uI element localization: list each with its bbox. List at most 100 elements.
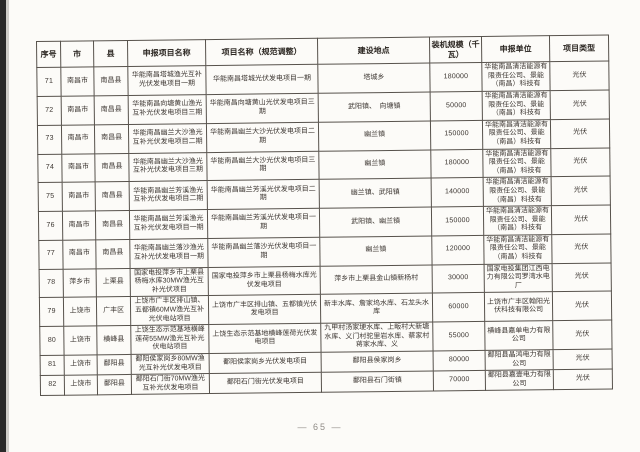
cell-unit: 鄱阳县嘉壹电力有限公司	[485, 369, 554, 391]
cell-declared: 华能南昌幽兰芳溪渔光互补光伏发电项目二期	[129, 180, 208, 211]
cell-adjusted: 华能南昌向塘黄山光伏发电项目三期	[206, 93, 319, 124]
column-header: 申报单位	[481, 35, 550, 63]
cell-city: 南昌市	[62, 182, 96, 212]
cell-location: 新丰水库、詹家坞水库、石龙头水库	[320, 293, 433, 324]
cell-county: 南昌县	[94, 95, 129, 125]
cell-unit: 横峰县嘉单电力有限公司	[484, 320, 554, 351]
page-number: — 65 —	[297, 422, 343, 432]
cell-county: 鄱阳县	[97, 374, 132, 396]
cell-unit: 华能南昌清洁能源有限责任公司、景能（南昌）科技有	[483, 176, 552, 207]
cell-unit: 华能南昌清洁能源有限责任公司、景能（南昌）科技有	[481, 61, 551, 92]
cell-declared: 鄱阳石门街70MW渔光互补光伏发电项目	[131, 373, 210, 395]
cell-location: 武阳镇、幽兰镇	[319, 207, 432, 238]
scan-edge-artifact	[0, 0, 6, 452]
cell-city: 上饶市	[64, 354, 98, 376]
cell-type: 光伏	[552, 291, 612, 321]
cell-county: 鄱阳县	[97, 354, 132, 376]
column-header: 县	[93, 40, 128, 68]
cell-city: 南昌市	[61, 95, 95, 125]
cell-capacity: 70000	[433, 370, 486, 392]
cell-type: 光伏	[552, 320, 613, 350]
column-header: 项目名称（规范调整）	[205, 38, 318, 66]
cell-declared: 华能南昌幽兰大沙渔光互补光伏发电项目三期	[128, 152, 208, 182]
cell-declared: 华能南昌幽兰落沙渔光互补光伏发电项目一期	[129, 238, 209, 269]
cell-adjusted: 鄱阳侯家岗乡光伏发电项目	[209, 352, 322, 374]
cell-unit: 华能南昌清洁能源有限责任公司、景能（南昌）科技有	[482, 148, 552, 178]
cell-adjusted: 华能南昌幽兰落沙光伏发电项目一期	[207, 237, 321, 268]
cell-declared: 华能南昌幽兰大沙渔光互补光伏发电项目二期	[128, 123, 207, 153]
cell-capacity: 150000	[431, 206, 484, 236]
cell-location: 萍乡市上栗县金山镇新杨村	[320, 264, 433, 295]
cell-type: 光伏	[551, 205, 611, 235]
cell-declared: 鄱阳侯家岗乡80MW渔光互补光伏发电项目	[131, 353, 210, 375]
cell-city: 南昌市	[61, 124, 95, 154]
cell-city: 南昌市	[61, 153, 96, 183]
cell-declared: 华能南昌幽兰芳溪渔光互补光伏发电项目一期	[129, 209, 208, 240]
cell-type: 光伏	[550, 89, 610, 120]
cell-capacity: 50000	[430, 91, 483, 121]
cell-city: 南昌市	[60, 67, 95, 97]
cell-adjusted: 上饶生态示范基地横峰莲荷光伏发电项目	[208, 323, 322, 354]
cell-county: 南昌县	[94, 152, 130, 183]
cell-declared: 上饶市广丰区排山镇、五都镇60MW渔光互补光伏电站项目	[130, 295, 209, 326]
cell-type: 光伏	[549, 61, 610, 91]
cell-type: 光伏	[550, 147, 611, 177]
cell-type: 光伏	[553, 348, 613, 370]
column-header: 项目类型	[549, 35, 609, 62]
cell-unit: 鄱阳县晶鸿电力有限公司	[485, 349, 554, 371]
cell-unit: 华能南昌清洁能源有限责任公司、景能（南昌）科技有	[482, 119, 551, 149]
cell-capacity: 55000	[432, 321, 486, 352]
cell-no: 77	[38, 240, 64, 270]
cell-adjusted: 华能南昌幽兰芳溪光伏发电项目一期	[207, 208, 320, 239]
cell-city: 南昌市	[62, 239, 97, 269]
cell-adjusted: 华能南昌幽兰芳溪光伏发电项目二期	[207, 179, 320, 210]
column-header: 市	[60, 40, 94, 68]
cell-county: 南昌县	[95, 239, 131, 269]
cell-capacity: 80000	[433, 350, 486, 372]
column-header: 序号	[36, 41, 61, 68]
cell-location: 鄱阳县石门街镇	[321, 371, 434, 393]
scan-edge-shadow	[6, 0, 9, 452]
cell-city: 上饶市	[64, 375, 98, 396]
cell-declared: 华能南昌向塘黄山渔光互补光伏发电项目三期	[128, 94, 207, 125]
cell-no: 72	[37, 96, 62, 126]
cell-declared: 华能南昌塔城渔光互补光伏发电项目一期	[127, 65, 207, 96]
cell-declared: 国家电投萍乡市上栗县杨梅水库30MW渔光互补光伏项目	[130, 267, 209, 297]
cell-adjusted: 华能南昌塔城光伏发电项目一期	[205, 64, 319, 95]
cell-capacity: 140000	[431, 177, 484, 208]
cell-county: 广丰区	[96, 296, 131, 327]
cell-county: 南昌县	[93, 66, 129, 96]
cell-no: 75	[38, 182, 63, 212]
cell-adjusted: 上饶市广丰区排山镇、五都镇光伏发电项目	[208, 294, 321, 325]
projects-table: 序号市县申报项目名称 项目名称（规范调整） 建设地点 装机规模（千瓦） 申报单位 项目类型…	[36, 34, 613, 396]
cell-no: 82	[40, 375, 65, 396]
cell-county: 上栗县	[96, 268, 131, 298]
cell-type: 光伏	[551, 176, 611, 206]
cell-no: 71	[36, 67, 62, 97]
cell-unit: 华能南昌清洁能源有限责任公司、景能（南昌）科技有	[482, 90, 551, 121]
cell-type: 光伏	[552, 262, 612, 293]
cell-adjusted: 华能南昌幽兰大沙光伏发电项目二期	[206, 122, 319, 153]
cell-no: 74	[37, 153, 63, 183]
cell-declared: 上饶生态示范基地横峰莲荷55MW渔光互补光伏电站项目	[130, 324, 210, 355]
cell-city: 南昌市	[62, 210, 96, 241]
cell-capacity: 180000	[430, 148, 484, 179]
cell-capacity: 180000	[429, 62, 483, 93]
cell-county: 南昌县	[95, 181, 130, 211]
cell-no: 81	[40, 355, 65, 376]
cell-no: 73	[37, 124, 62, 155]
cell-location: 武阳镇、 向塘镇	[318, 92, 431, 123]
table-body: 71 南昌市 南昌县 华能南昌塔城渔光互补光伏发电项目一期 华能南昌塔城光伏发电项目一期…	[36, 61, 613, 396]
cell-location: 鄱阳县侯家岗乡	[321, 351, 434, 373]
cell-location: 幽兰镇	[318, 120, 431, 151]
cell-no: 79	[39, 297, 64, 327]
cell-no: 78	[39, 268, 64, 298]
cell-capacity: 120000	[431, 235, 485, 265]
cell-adjusted: 国家电投萍乡市上栗县杨梅水库光伏发电项目	[208, 265, 321, 296]
cell-type: 光伏	[551, 233, 612, 264]
cell-location: 幽兰镇	[318, 149, 432, 180]
cell-type: 光伏	[553, 369, 613, 391]
cell-unit: 华能南昌清洁能源有限责任公司、景能（南昌）科技有	[483, 205, 552, 236]
cell-capacity: 60000	[432, 292, 485, 323]
